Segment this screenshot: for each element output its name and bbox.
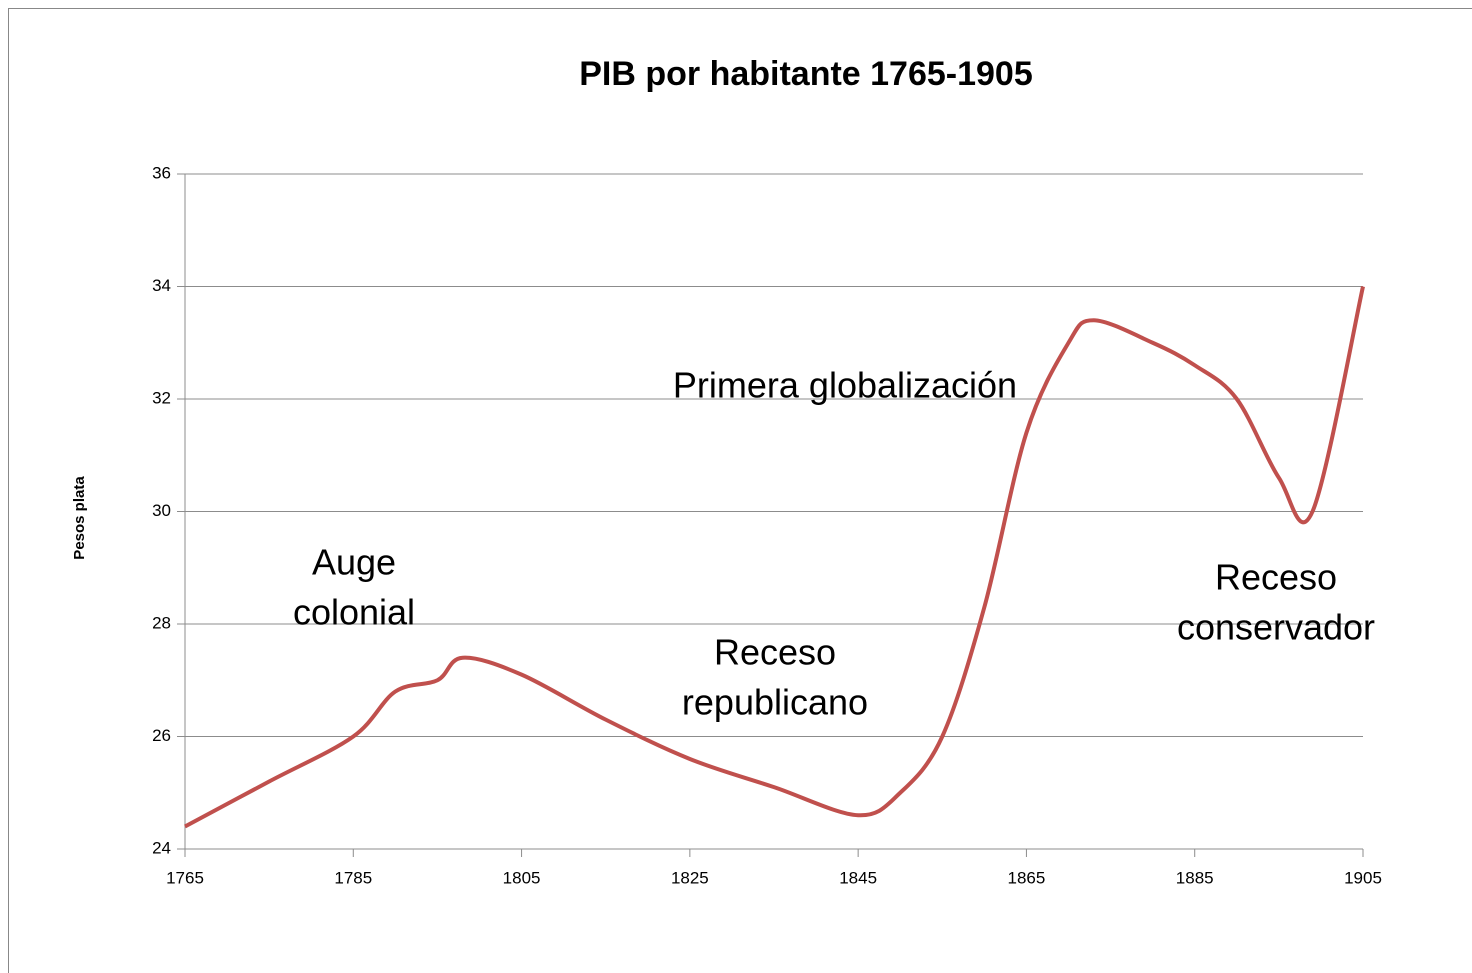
annotation: conservador [1177, 607, 1375, 648]
annotation: Auge [312, 542, 396, 583]
annotation: colonial [293, 592, 415, 633]
chart-title: PIB por habitante 1765-1905 [579, 55, 1033, 93]
x-tick-label: 1885 [1176, 868, 1214, 887]
y-tick-label: 34 [152, 276, 171, 295]
x-tick-label: 1825 [671, 868, 709, 887]
annotation: Primera globalización [673, 365, 1017, 406]
x-tick-label: 1905 [1344, 868, 1382, 887]
x-tick-label: 1785 [334, 868, 372, 887]
y-axis-label: Pesos plata [71, 476, 88, 560]
x-tick-label: 1805 [503, 868, 541, 887]
annotation: republicano [682, 682, 868, 723]
x-tick-label: 1845 [839, 868, 877, 887]
y-tick-label: 26 [152, 726, 171, 745]
y-tick-label: 30 [152, 501, 171, 520]
annotation: Receso [1215, 557, 1337, 598]
y-tick-label: 36 [152, 163, 171, 182]
x-tick-label: 1765 [166, 868, 204, 887]
frame [8, 8, 1472, 973]
y-tick-label: 24 [152, 838, 171, 857]
annotation: Receso [714, 632, 836, 673]
y-tick-label: 28 [152, 613, 171, 632]
line-series [184, 286, 1365, 829]
x-tick-label: 1865 [1008, 868, 1046, 887]
y-tick-label: 32 [152, 388, 171, 407]
